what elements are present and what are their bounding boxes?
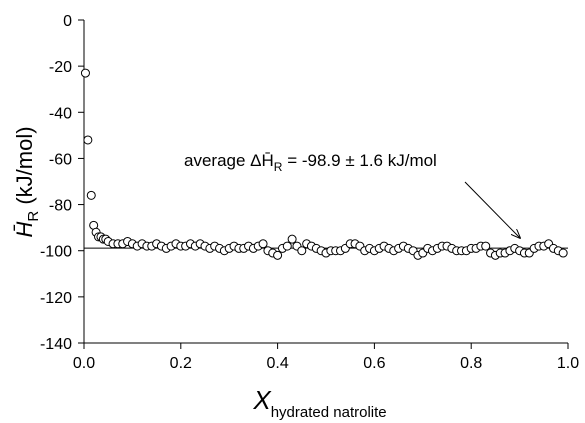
x-tick-label: 0.6 xyxy=(363,355,385,372)
y-tick-label: -140 xyxy=(40,336,72,353)
y-tick-label: -40 xyxy=(49,105,72,122)
data-point xyxy=(287,234,297,244)
x-tick-label: 1.0 xyxy=(557,355,579,372)
data-point xyxy=(558,248,568,258)
y-label-unit: (kJ/mol) xyxy=(12,126,37,210)
x-label-main: X xyxy=(252,385,272,415)
data-point xyxy=(273,250,283,260)
x-axis-label: Xhydrated natrolite xyxy=(252,385,386,421)
y-tick-label: -60 xyxy=(49,151,72,168)
y-label-sub: R xyxy=(25,211,42,222)
annotation-before: average ΔH̄ xyxy=(184,151,274,170)
annotation-arrow xyxy=(464,181,520,238)
data-point xyxy=(282,241,292,251)
data-point xyxy=(297,246,307,256)
x-tick-label: 0.8 xyxy=(460,355,482,372)
y-tick-label: 0 xyxy=(63,13,72,30)
x-tick-label: 0.4 xyxy=(266,355,288,372)
annotation-sub: R xyxy=(274,160,283,174)
y-label-main: H̄ xyxy=(12,222,37,238)
x-tick-label: 0.0 xyxy=(73,355,95,372)
data-point xyxy=(86,190,96,200)
x-tick-label: 0.2 xyxy=(170,355,192,372)
y-tick-label: -120 xyxy=(40,290,72,307)
y-axis-label: H̄R (kJ/mol) xyxy=(12,126,42,237)
x-label-sub: hydrated natrolite xyxy=(271,404,387,421)
y-tick-label: -20 xyxy=(49,59,72,76)
annotation: average ΔH̄R = -98.9 ± 1.6 kJ/mol xyxy=(184,151,437,174)
data-point xyxy=(80,68,90,78)
data-point xyxy=(83,135,93,145)
annotation-after: = -98.9 ± 1.6 kJ/mol xyxy=(282,151,436,170)
data-point xyxy=(258,239,268,249)
y-tick-label: -100 xyxy=(40,244,72,261)
y-tick-label: -80 xyxy=(49,198,72,215)
data-point xyxy=(481,241,491,251)
